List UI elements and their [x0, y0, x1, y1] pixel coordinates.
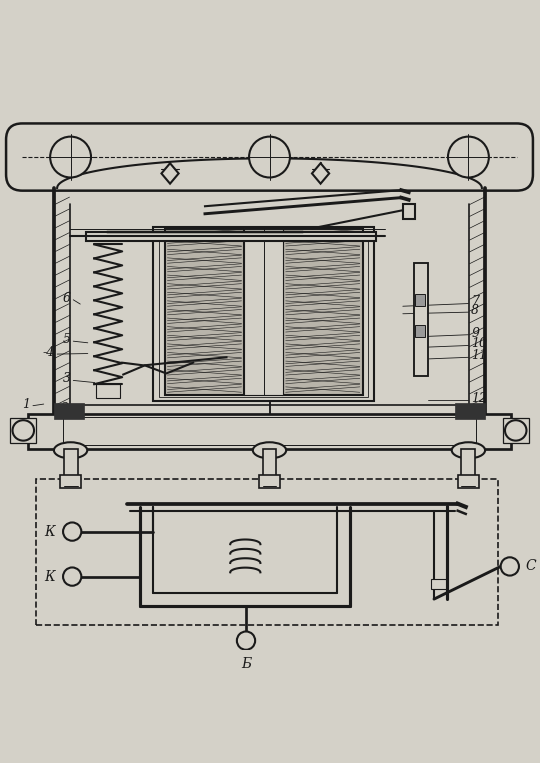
Bar	[461, 449, 475, 477]
Text: 1: 1	[22, 398, 30, 410]
Circle shape	[63, 523, 82, 541]
Bar	[86, 232, 376, 240]
Bar	[259, 475, 280, 488]
Text: 7: 7	[471, 295, 479, 308]
Bar	[262, 449, 276, 477]
Polygon shape	[161, 163, 179, 184]
Bar	[455, 403, 484, 419]
Bar	[159, 231, 368, 397]
Text: 6: 6	[63, 291, 71, 304]
Bar	[503, 417, 529, 443]
FancyBboxPatch shape	[6, 124, 533, 191]
Text: 8: 8	[471, 304, 479, 317]
Bar	[458, 475, 479, 488]
Bar	[283, 228, 362, 395]
Text: К: К	[44, 570, 55, 584]
Bar	[153, 227, 374, 401]
Text: Б: Б	[241, 657, 251, 671]
Text: 2: 2	[60, 402, 68, 415]
Bar	[414, 263, 428, 376]
Ellipse shape	[54, 443, 87, 459]
Bar	[64, 449, 78, 477]
Bar	[10, 417, 36, 443]
Text: -4: -4	[42, 346, 55, 359]
Text: 5: 5	[63, 333, 71, 346]
Bar	[431, 578, 446, 590]
Text: С: С	[526, 559, 537, 574]
Bar	[36, 479, 498, 624]
Text: 12: 12	[471, 392, 487, 405]
Text: 10: 10	[471, 337, 487, 350]
Bar	[165, 228, 244, 395]
Text: 9: 9	[471, 327, 479, 340]
Circle shape	[501, 557, 519, 575]
Bar	[60, 475, 82, 488]
Circle shape	[448, 137, 489, 178]
Circle shape	[237, 632, 255, 650]
Bar	[55, 403, 84, 419]
Circle shape	[50, 137, 91, 178]
Text: 3: 3	[63, 372, 71, 385]
Circle shape	[249, 137, 290, 178]
Polygon shape	[312, 163, 329, 184]
Ellipse shape	[505, 420, 526, 441]
Text: 11: 11	[471, 349, 487, 362]
Bar	[415, 295, 426, 306]
Ellipse shape	[253, 443, 286, 459]
Text: К: К	[44, 525, 55, 539]
Bar	[63, 417, 476, 446]
Bar	[415, 325, 426, 336]
Ellipse shape	[452, 443, 485, 459]
Ellipse shape	[12, 420, 34, 441]
Bar	[244, 228, 283, 395]
Bar	[403, 204, 415, 219]
Circle shape	[63, 568, 82, 586]
Bar	[96, 385, 120, 398]
Bar	[28, 414, 511, 449]
